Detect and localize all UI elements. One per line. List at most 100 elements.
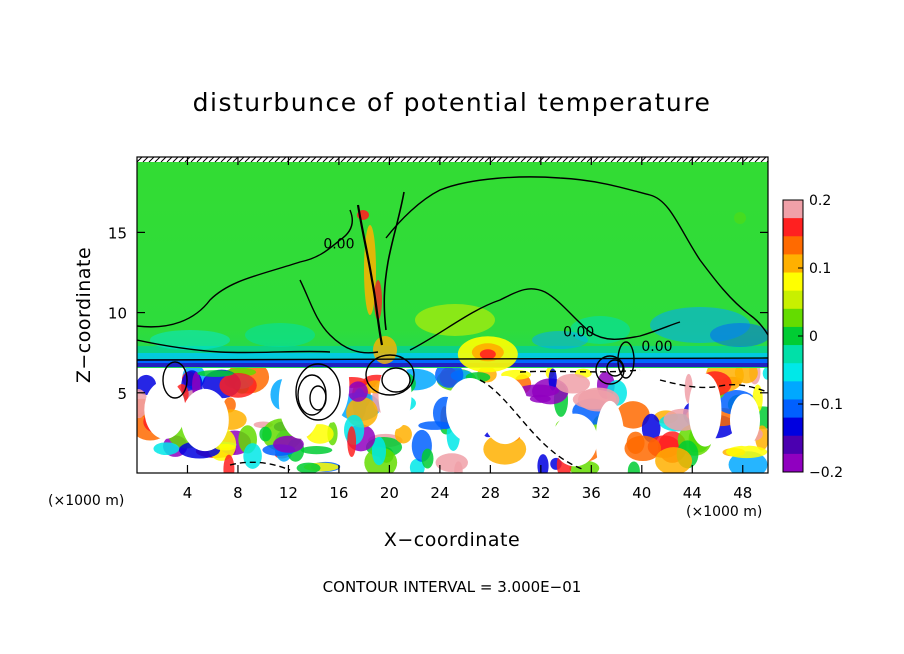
hatch-stroke	[526, 157, 533, 163]
hatch-stroke	[472, 157, 479, 163]
anomaly-cell	[223, 454, 235, 473]
plume-core	[552, 413, 598, 467]
anomaly-cell	[300, 446, 333, 455]
anomaly-cell	[421, 448, 434, 469]
hatch-stroke	[718, 157, 725, 163]
hatch-band	[137, 157, 768, 162]
hatch-stroke	[400, 157, 407, 163]
plume-core	[481, 375, 529, 445]
anomaly-cell	[259, 426, 272, 442]
anomaly-cell	[394, 425, 412, 444]
hatch-stroke	[448, 157, 455, 163]
contour-loop	[617, 341, 635, 379]
plume-core	[729, 393, 761, 447]
hatch-stroke	[694, 157, 701, 163]
contour-line	[385, 176, 768, 336]
hatch-stroke	[190, 157, 197, 163]
contour-lines	[137, 176, 768, 471]
hatch-stroke	[442, 157, 449, 163]
contour-line	[137, 357, 768, 361]
hatch-stroke	[616, 157, 623, 163]
x-tick-label: 36	[582, 484, 601, 502]
hatch-stroke	[322, 157, 329, 163]
hatch-stroke	[634, 157, 641, 163]
hatch-stroke	[304, 157, 311, 163]
hatch-stroke	[532, 157, 539, 163]
hatch-stroke	[280, 157, 287, 163]
colorbar-tick-label: −0.1	[809, 397, 843, 413]
contour-labels: 0.00 0.00 0.00	[323, 236, 672, 355]
hatch-stroke	[142, 157, 149, 163]
colorbar-segment	[783, 254, 803, 274]
hatch-stroke	[274, 157, 281, 163]
hatch-stroke	[592, 157, 599, 163]
inversion-band	[137, 346, 768, 367]
hatch-stroke	[328, 157, 335, 163]
convective-layer	[137, 368, 768, 473]
hatch-stroke	[610, 157, 617, 163]
colorbar-segment	[783, 417, 803, 437]
colorbar-segment	[783, 200, 803, 219]
anomaly-cell	[296, 462, 321, 473]
colorbar-tick-label: 0	[809, 329, 818, 345]
contour-line	[299, 279, 379, 354]
chart-title: disturbunce of potential temperature	[193, 88, 712, 117]
contour-label: 0.00	[563, 325, 594, 341]
hatch-stroke	[646, 157, 653, 163]
hatch-stroke	[508, 157, 515, 163]
hatch-stroke	[316, 157, 323, 163]
hatch-stroke	[292, 157, 299, 163]
hatch-stroke	[214, 157, 221, 163]
hatch-stroke	[622, 157, 629, 163]
hatch-stroke	[460, 157, 467, 163]
colorbar-segment	[783, 218, 803, 237]
hatch-stroke	[466, 157, 473, 163]
anomaly-cell	[435, 368, 464, 388]
hatch-stroke	[137, 157, 143, 163]
x-tick-label: 40	[632, 484, 651, 502]
hatch-stroke	[628, 157, 635, 163]
hatch-stroke	[478, 157, 485, 163]
contour-line	[137, 209, 353, 328]
hatch-stroke	[754, 157, 761, 163]
contour-loop	[162, 361, 188, 399]
colorbar-segment	[783, 308, 803, 328]
hatch-stroke	[658, 157, 665, 163]
hatch-stroke	[238, 157, 245, 163]
hatch-stroke	[196, 157, 203, 163]
hatch-stroke	[202, 157, 209, 163]
anomaly-cell	[219, 372, 257, 398]
filament-contour	[383, 191, 405, 331]
hatch-stroke	[514, 157, 521, 163]
colorbar-segment	[783, 326, 803, 346]
colorbar-segment	[783, 290, 803, 310]
hatch-stroke	[730, 157, 737, 163]
hatch-stroke	[178, 157, 185, 163]
contour-loop	[295, 363, 341, 421]
anomaly-cell	[197, 370, 234, 377]
anomaly-cell	[454, 461, 463, 473]
anomaly-cell	[537, 454, 549, 473]
hatch-stroke	[364, 157, 371, 163]
anomaly-cell	[655, 447, 693, 473]
colorbar-segment	[783, 453, 803, 473]
plume-core	[378, 368, 412, 430]
hatch-stroke	[688, 157, 695, 163]
hatch-stroke	[724, 157, 731, 163]
plot-frame	[136, 156, 769, 474]
hatch-stroke	[598, 157, 605, 163]
x-axis: 4 8 12 16 20 24 28 32 36 40 44 48	[183, 157, 752, 502]
hatch-stroke	[676, 157, 683, 163]
plume-core	[595, 400, 625, 473]
upper-anomaly	[245, 323, 315, 347]
y-axis: 5 10 15	[108, 224, 768, 403]
colorbar-tick-label: 0.2	[809, 193, 831, 209]
contour-loop	[365, 354, 415, 396]
colorbar-segment	[783, 399, 803, 419]
colorbar-tick-label: 0.1	[809, 261, 831, 277]
anomaly-cell	[243, 443, 262, 469]
hatch-stroke	[562, 157, 569, 163]
x-axis-label: X−coordinate	[384, 529, 520, 551]
x-tick-label: 12	[279, 484, 298, 502]
